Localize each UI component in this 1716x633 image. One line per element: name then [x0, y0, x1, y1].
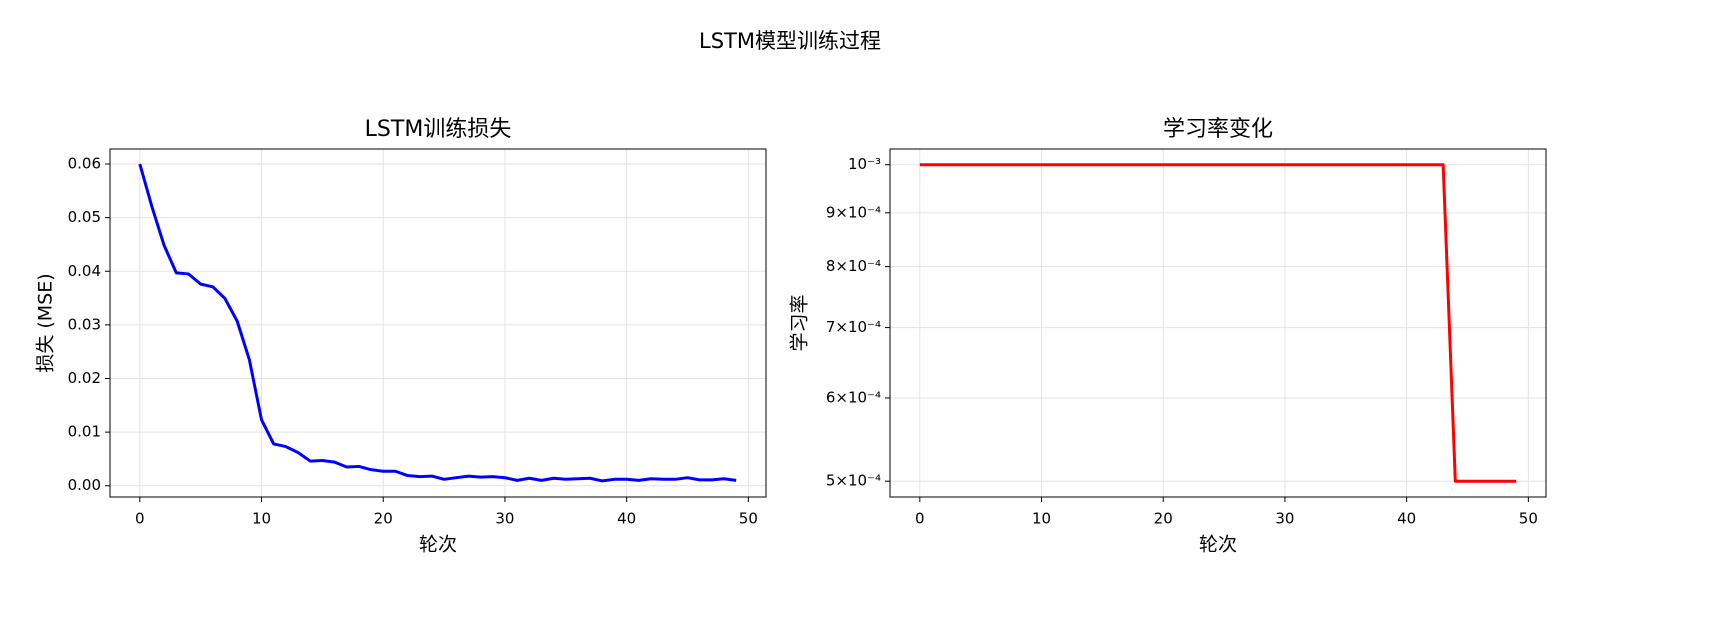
y-tick-label: 10⁻³	[848, 155, 881, 173]
x-tick-label: 40	[1397, 510, 1416, 528]
x-tick-label: 30	[1275, 510, 1294, 528]
y-tick-label: 0.01	[68, 423, 101, 441]
chart-title: LSTM训练损失	[365, 117, 512, 142]
x-axis-label: 轮次	[419, 534, 457, 556]
y-tick-label: 0.03	[68, 315, 101, 333]
x-tick-label: 10	[1032, 510, 1051, 528]
x-tick-label: 50	[1519, 510, 1538, 528]
y-tick-label: 0.04	[68, 262, 101, 280]
y-axis-label: 损失 (MSE)	[35, 273, 57, 372]
figure-title: LSTM模型训练过程	[699, 29, 881, 53]
plot-frame	[889, 148, 1547, 498]
x-tick-label: 20	[1154, 510, 1173, 528]
plot-frame	[109, 148, 767, 498]
line-series	[138, 163, 737, 483]
x-tick-label: 50	[739, 510, 758, 528]
y-tick-label: 7×10⁻⁴	[826, 318, 881, 336]
y-tick-label: 0.05	[68, 208, 101, 226]
x-tick-label: 0	[915, 510, 925, 528]
x-tick-label: 40	[617, 510, 636, 528]
y-axis-label: 学习率	[789, 294, 811, 351]
line-series	[919, 163, 1517, 483]
x-tick-label: 10	[252, 510, 271, 528]
y-tick-label: 5×10⁻⁴	[826, 472, 881, 490]
x-tick-label: 30	[495, 510, 514, 528]
y-tick-label: 8×10⁻⁴	[826, 257, 881, 275]
chart-title: 学习率变化	[1163, 117, 1273, 142]
y-tick-label: 0.00	[68, 476, 101, 494]
y-tick-label: 0.06	[68, 155, 101, 173]
y-tick-label: 9×10⁻⁴	[826, 203, 881, 221]
x-axis-label: 轮次	[1199, 534, 1237, 556]
y-tick-label: 6×10⁻⁴	[826, 388, 881, 406]
x-tick-label: 0	[135, 510, 145, 528]
y-tick-label: 0.02	[68, 369, 101, 387]
x-tick-label: 20	[374, 510, 393, 528]
